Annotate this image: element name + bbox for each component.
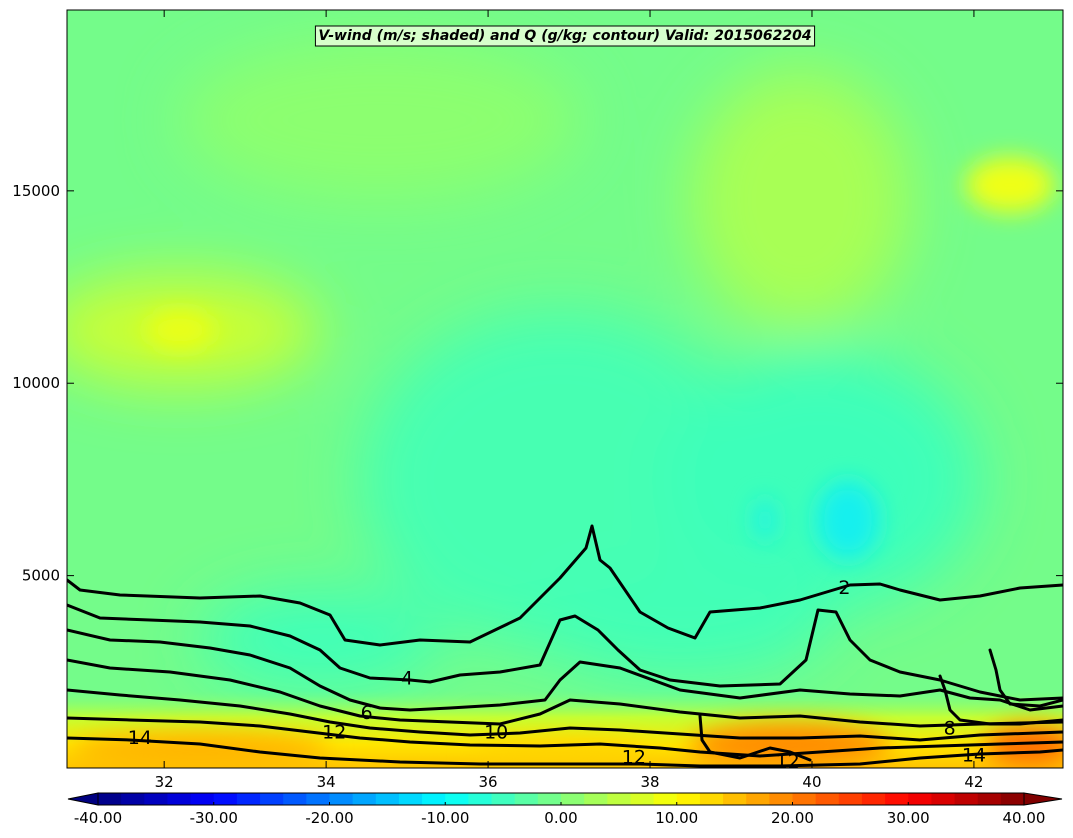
x-tick-label: 34 xyxy=(317,773,336,791)
contour-label: 12 xyxy=(776,750,800,772)
contour-label: 12 xyxy=(322,721,346,743)
contour-q-8 xyxy=(67,658,1063,728)
x-tick-label: 38 xyxy=(640,773,659,791)
colorbar-tick-label: -20.00 xyxy=(305,809,353,827)
colorbar-segments xyxy=(67,792,1063,806)
colorbar-segment xyxy=(885,793,909,805)
colorbar-segment xyxy=(190,793,215,805)
contour-q-4 xyxy=(67,603,1063,702)
colorbar-segment xyxy=(236,793,261,805)
contour-q-12-east xyxy=(698,714,812,762)
contour-label: 8 xyxy=(944,718,956,740)
colorbar-segment xyxy=(352,793,377,805)
y-tick-label: 15000 xyxy=(12,182,60,200)
chart-title: V-wind (m/s; shaded) and Q (g/kg; contou… xyxy=(318,28,811,44)
colorbar-segment xyxy=(792,793,817,805)
chart-title-box xyxy=(314,25,816,47)
colorbar-segment xyxy=(537,793,562,805)
colorbar-segment xyxy=(167,793,192,805)
colorbar-segment xyxy=(630,793,655,805)
x-tick-label: 32 xyxy=(155,773,174,791)
contour-label: 2 xyxy=(838,577,850,599)
colorbar: -40.00 -30.00 -20.00 -10.00 0.00 10.00 20.00 30… xyxy=(67,792,1063,827)
contour-q-6 xyxy=(67,628,1063,712)
contour-q-12 xyxy=(67,716,1063,758)
colorbar-segment xyxy=(98,793,122,805)
colorbar-segment xyxy=(977,793,1002,805)
contour-label: 14 xyxy=(962,745,986,767)
colorbar-segment xyxy=(260,793,284,805)
colorbar-segment xyxy=(838,793,863,805)
plot-frame xyxy=(66,9,1064,769)
contour-q-2-east xyxy=(988,648,1063,708)
contour-q-10 xyxy=(67,688,1063,742)
colorbar-segment xyxy=(329,793,354,805)
colorbar-segment xyxy=(723,793,747,805)
shaded-field: 2 4 6 8 10 12 12 12 14 14 V-wind (m/s; shaded) an… xyxy=(67,10,1063,772)
colorbar-tick-label: -40.00 xyxy=(74,809,122,827)
contour-q-4-east xyxy=(938,674,1063,726)
y-axis: 5000 10000 15000 xyxy=(12,182,1063,585)
x-tick-label: 40 xyxy=(802,773,821,791)
colorbar-segment xyxy=(561,793,585,805)
colorbar-segment xyxy=(375,793,400,805)
colorbar-segment xyxy=(769,793,793,805)
colorbar-tick-label: 30.00 xyxy=(887,809,930,827)
colorbar-tick-label: 20.00 xyxy=(771,809,814,827)
colorbar-segment xyxy=(699,793,724,805)
y-tick-label: 5000 xyxy=(22,567,60,585)
contour-label: 14 xyxy=(128,727,152,749)
colorbar-segment xyxy=(607,793,631,805)
contour-label: 10 xyxy=(484,721,508,743)
colorbar-segment xyxy=(1000,793,1025,805)
plot-area: 2 4 6 8 10 12 12 12 14 14 V-wind (m/s; shaded) an… xyxy=(12,9,1064,791)
contour-label: 4 xyxy=(401,668,413,690)
colorbar-segment xyxy=(144,793,168,805)
colorbar-segment xyxy=(213,793,238,805)
colorbar-segment xyxy=(676,793,701,805)
colorbar-segment xyxy=(908,793,932,805)
x-tick-label: 42 xyxy=(964,773,983,791)
colorbar-segment xyxy=(861,793,886,805)
colorbar-tick-label: 40.00 xyxy=(1003,809,1046,827)
colorbar-segment xyxy=(746,793,770,805)
contour-q-2 xyxy=(67,524,1063,647)
colorbar-segment xyxy=(306,793,330,805)
colorbar-segment xyxy=(491,793,516,805)
colorbar-extend-max xyxy=(1023,792,1063,806)
colorbar-segment xyxy=(653,793,678,805)
colorbar-tick-label: -30.00 xyxy=(190,809,238,827)
colorbar-tick-label: -10.00 xyxy=(421,809,469,827)
contour-label: 12 xyxy=(622,746,646,768)
colorbar-segment xyxy=(954,793,979,805)
colorbar-segment xyxy=(514,793,539,805)
contour-label: 6 xyxy=(361,702,373,724)
colorbar-segment xyxy=(283,793,307,805)
colorbar-ticks: -40.00 -30.00 -20.00 -10.00 0.00 10.00 20.00 30… xyxy=(74,802,1046,827)
contour-labels: 2 4 6 8 10 12 12 12 14 14 xyxy=(128,577,986,772)
colorbar-segment xyxy=(815,793,840,805)
colorbar-segment xyxy=(931,793,956,805)
colorbar-segment xyxy=(121,793,145,805)
colorbar-tick-label: 0.00 xyxy=(544,809,577,827)
x-tick-label: 36 xyxy=(479,773,498,791)
colorbar-segment xyxy=(584,793,608,805)
colorbar-segment xyxy=(468,793,493,805)
colorbar-tick-label: 10.00 xyxy=(655,809,698,827)
y-tick-label: 10000 xyxy=(12,374,60,392)
contour-q-14 xyxy=(67,736,1063,768)
x-axis: 32 34 36 38 40 42 xyxy=(155,10,983,791)
colorbar-segment xyxy=(445,793,469,805)
colorbar-segment xyxy=(398,793,423,805)
colorbar-extend-min xyxy=(67,792,99,806)
q-contours xyxy=(67,524,1063,768)
colorbar-segment xyxy=(422,793,446,805)
